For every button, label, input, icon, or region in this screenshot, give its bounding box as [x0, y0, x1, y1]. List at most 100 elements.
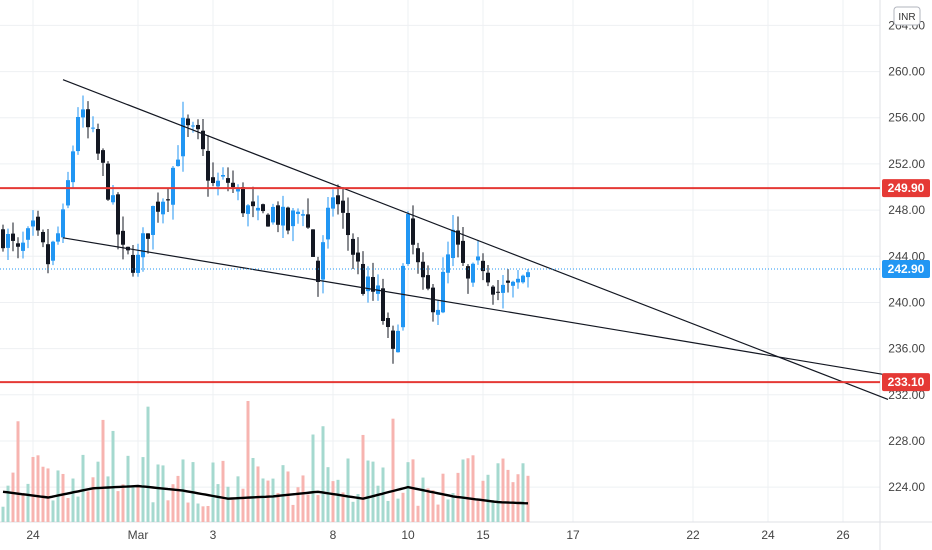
candle-body — [356, 252, 360, 262]
volume-bar — [521, 463, 525, 522]
volume-bar — [266, 480, 270, 522]
candle-body — [401, 265, 405, 328]
candle-body — [276, 205, 280, 225]
volume-bar — [116, 491, 120, 522]
candle-body — [191, 125, 195, 127]
candle-body — [181, 117, 185, 157]
candle-body — [116, 194, 120, 235]
time-tick-label: 10 — [401, 528, 415, 542]
volume-bar — [291, 504, 295, 522]
candle-body — [141, 233, 145, 258]
candle-body — [186, 118, 190, 126]
volume-bar — [461, 459, 465, 522]
candle-body — [481, 260, 485, 272]
level-price-tag-label: 249.90 — [888, 181, 925, 195]
currency-badge[interactable]: INR — [893, 6, 921, 26]
time-tick-label: 26 — [836, 528, 850, 542]
candle-body — [251, 201, 255, 207]
candle-body — [306, 214, 310, 228]
price-tick-label: 228.00 — [888, 434, 925, 448]
price-tick-label: 248.00 — [888, 203, 925, 217]
candle-body — [11, 233, 15, 241]
volume-bar — [316, 495, 320, 522]
volume-bar — [211, 462, 215, 522]
candle-body — [281, 206, 285, 226]
volume-bar — [171, 484, 175, 522]
price-tick-label: 260.00 — [888, 65, 925, 79]
candle-body — [521, 275, 525, 283]
volume-bar — [121, 484, 125, 522]
volume-bar — [16, 421, 20, 522]
volume-bar — [311, 434, 315, 522]
candle-body — [421, 261, 425, 278]
candle-body — [216, 180, 220, 187]
volume-bar — [11, 472, 15, 522]
volume-bar — [321, 426, 325, 522]
volume-bars — [1, 400, 530, 522]
candle-body — [291, 210, 295, 227]
currency-badge-label: INR — [898, 12, 915, 23]
candle-body — [236, 189, 240, 192]
volume-bar — [201, 506, 205, 522]
candle-body — [391, 330, 395, 349]
candle-body — [161, 201, 165, 215]
candle-body — [476, 256, 480, 261]
time-tick-label: Mar — [128, 528, 149, 542]
candle-body — [261, 204, 265, 212]
candle-body — [361, 263, 365, 294]
volume-moving-average-line — [2, 484, 529, 505]
volume-bar — [96, 461, 100, 522]
volume-bar — [131, 486, 135, 522]
candle-body — [271, 206, 275, 223]
candle-body — [1, 229, 5, 249]
volume-bar — [36, 455, 40, 522]
price-tick-label: 232.00 — [888, 388, 925, 402]
candle-body — [221, 175, 225, 177]
horizontal-levels — [0, 187, 880, 384]
price-tick-label: 252.00 — [888, 157, 925, 171]
volume-bar — [441, 473, 445, 522]
trendline — [62, 79, 889, 400]
volume-bar — [196, 503, 200, 522]
candle-body — [151, 205, 155, 235]
candle-body — [21, 242, 25, 251]
volume-bar — [486, 474, 490, 522]
candle-body — [331, 197, 335, 209]
volume-bar — [151, 502, 155, 522]
candle-body — [201, 130, 205, 150]
candle-body — [316, 260, 320, 282]
trendlines — [62, 79, 889, 400]
candle-body — [241, 187, 245, 214]
candle-body — [61, 209, 65, 238]
candle-body — [456, 230, 460, 245]
candle-body — [426, 275, 430, 289]
volume-bar — [476, 498, 480, 522]
candle-body — [41, 231, 45, 243]
candle-body — [491, 286, 495, 295]
volume-bar — [406, 462, 410, 522]
time-axis[interactable]: 24 Mar 3 8 10 15 17 22 24 26 — [26, 528, 850, 542]
candle-body — [501, 284, 505, 293]
time-tick-label: 8 — [330, 528, 337, 542]
volume-bar — [426, 488, 430, 522]
trendline — [62, 237, 889, 376]
volume-bar — [166, 500, 170, 522]
candlestick-series — [1, 95, 530, 364]
price-axis[interactable]: 264.00260.00256.00252.00248.00244.00240.… — [888, 18, 925, 494]
price-tick-label: 224.00 — [888, 480, 925, 494]
volume-bar — [351, 501, 355, 522]
current-price-tag-label: 242.90 — [888, 262, 925, 276]
candle-body — [506, 280, 510, 283]
candle-body — [351, 238, 355, 255]
level-price-tag-box — [882, 179, 930, 198]
volume-bar — [91, 477, 95, 522]
volume-bar — [256, 466, 260, 522]
candle-body — [51, 241, 55, 261]
volume-bar — [81, 454, 85, 522]
volume-bar — [31, 456, 35, 522]
candle-body — [106, 163, 110, 200]
volume-bar — [156, 464, 160, 522]
volume-bar — [496, 463, 500, 522]
volume-bar — [106, 476, 110, 522]
